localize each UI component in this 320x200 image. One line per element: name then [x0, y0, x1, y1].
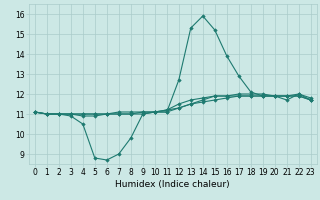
X-axis label: Humidex (Indice chaleur): Humidex (Indice chaleur) — [116, 180, 230, 189]
